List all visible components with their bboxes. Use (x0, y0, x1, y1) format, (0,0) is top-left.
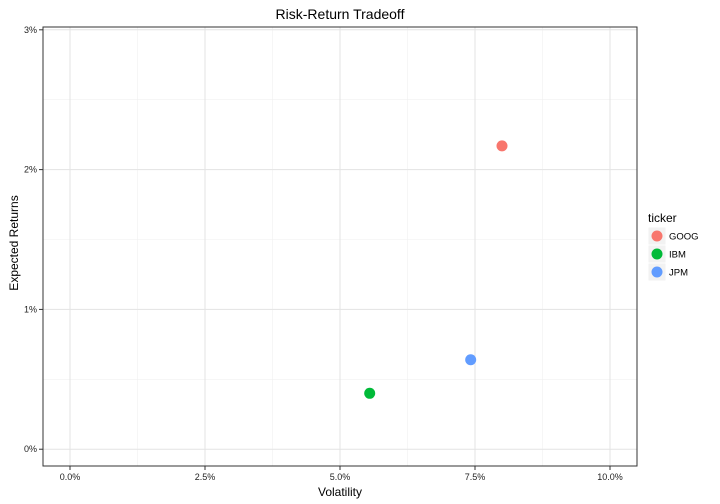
y-tick-label: 1% (24, 304, 37, 314)
x-tick-label: 5.0% (330, 472, 351, 482)
y-tick-label: 0% (24, 444, 37, 454)
y-tick-label: 3% (24, 25, 37, 35)
legend-key-goog (651, 230, 663, 242)
chart-title: Risk-Return Tradeoff (276, 6, 405, 22)
legend-title: ticker (648, 211, 677, 225)
point-jpm (465, 354, 477, 366)
data-points (364, 140, 508, 399)
legend-key-jpm (651, 266, 663, 278)
legend-label-jpm: JPM (669, 268, 688, 279)
axis-ticks (39, 29, 611, 470)
x-tick-label: 2.5% (195, 472, 216, 482)
point-ibm (364, 387, 376, 399)
x-tick-label: 10.0% (597, 472, 623, 482)
y-axis-title: Expected Returns (7, 195, 21, 290)
y-axis-tick-labels: 0% 1% 2% 3% (24, 25, 37, 454)
legend: ticker GOOG IBM JPM (647, 211, 699, 282)
x-tick-label: 0.0% (60, 472, 81, 482)
y-tick-label: 2% (24, 165, 37, 175)
x-tick-label: 7.5% (465, 472, 486, 482)
x-axis-title: Volatility (318, 485, 362, 499)
point-goog (496, 140, 508, 152)
x-axis-tick-labels: 0.0% 2.5% 5.0% 7.5% 10.0% (60, 472, 623, 482)
major-gridlines (43, 27, 637, 466)
legend-items: GOOG IBM JPM (647, 226, 699, 282)
legend-label-goog: GOOG (669, 232, 699, 243)
legend-key-ibm (651, 248, 663, 260)
legend-label-ibm: IBM (669, 250, 686, 261)
